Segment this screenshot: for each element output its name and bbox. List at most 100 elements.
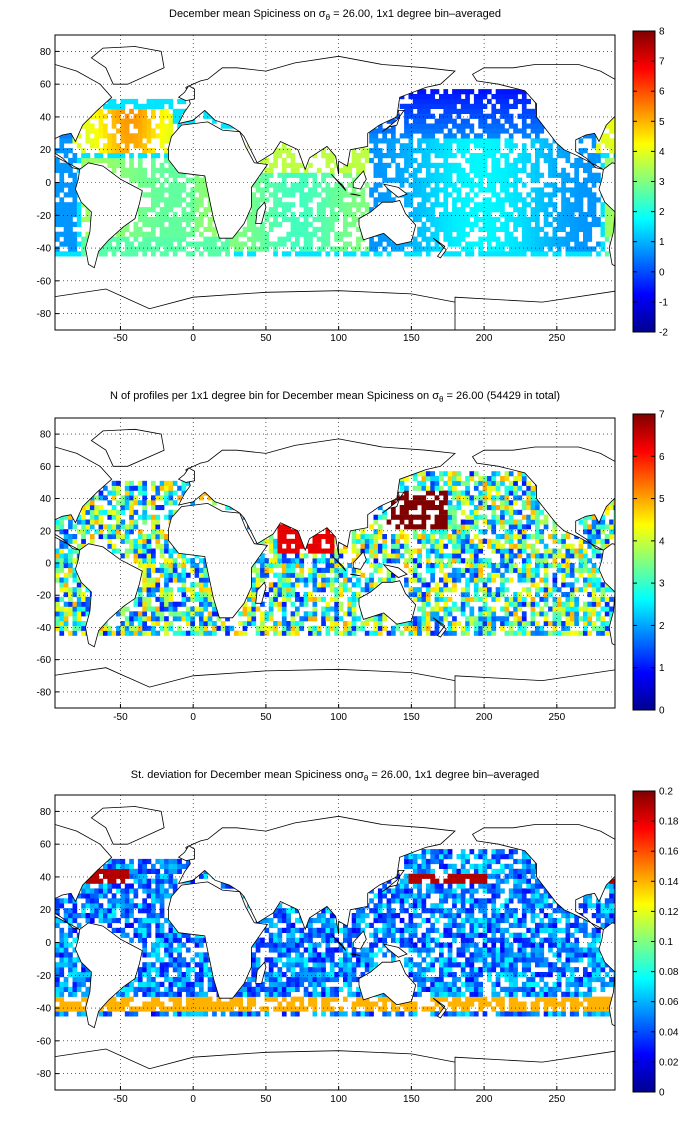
data-cell xyxy=(386,558,392,564)
data-cell xyxy=(264,611,270,617)
data-cell xyxy=(124,630,130,636)
data-cell xyxy=(181,485,187,491)
data-cell xyxy=(526,519,531,525)
data-cell xyxy=(133,221,139,227)
data-cell xyxy=(465,182,470,188)
data-cell xyxy=(513,495,518,501)
data-cell xyxy=(94,908,99,914)
data-cell xyxy=(535,625,540,631)
data-cell xyxy=(399,553,405,559)
data-cell xyxy=(334,548,339,554)
data-cell xyxy=(316,192,322,198)
data-cell xyxy=(465,563,470,569)
data-cell xyxy=(482,202,488,208)
data-cell xyxy=(242,625,248,631)
data-cell xyxy=(155,505,161,511)
data-cell xyxy=(356,538,361,544)
data-cell xyxy=(94,153,99,159)
data-cell xyxy=(281,572,287,578)
data-cell xyxy=(155,582,161,588)
data-cell xyxy=(382,577,387,583)
data-cell xyxy=(172,572,178,578)
data-cell xyxy=(569,246,575,252)
data-cell xyxy=(98,868,104,874)
data-cell xyxy=(469,563,475,569)
data-cell xyxy=(613,123,615,129)
data-cell xyxy=(478,621,483,627)
data-cell xyxy=(360,167,366,173)
data-cell xyxy=(107,630,113,636)
data-cell xyxy=(495,480,501,486)
data-cell xyxy=(299,251,305,257)
data-cell xyxy=(151,991,156,997)
data-cell xyxy=(59,582,65,588)
data-cell xyxy=(508,519,514,525)
data-cell xyxy=(59,952,65,958)
data-cell xyxy=(120,103,126,109)
data-cell xyxy=(473,587,479,593)
data-cell xyxy=(404,157,409,164)
data-cell xyxy=(369,133,374,139)
data-cell xyxy=(164,123,169,129)
map-plot-area xyxy=(55,418,615,708)
data-cell xyxy=(386,153,392,159)
data-cell xyxy=(421,182,427,188)
data-cell xyxy=(495,138,501,144)
data-cell xyxy=(116,157,121,164)
data-cell xyxy=(556,153,562,159)
data-cell xyxy=(465,543,470,549)
data-cell xyxy=(473,221,479,227)
data-cell xyxy=(473,471,479,477)
data-cell xyxy=(308,162,313,168)
data-cell xyxy=(583,563,588,569)
data-cell xyxy=(155,246,161,252)
data-cell xyxy=(351,538,357,544)
data-cell xyxy=(447,577,453,583)
data-cell xyxy=(478,514,483,520)
data-cell xyxy=(395,113,401,119)
data-cell xyxy=(76,1001,82,1007)
data-cell xyxy=(417,500,422,506)
data-cell xyxy=(434,98,440,105)
data-cell xyxy=(360,621,366,627)
data-cell xyxy=(417,621,422,627)
data-cell xyxy=(447,216,453,223)
data-cell xyxy=(364,543,370,549)
data-cell xyxy=(199,592,204,598)
data-cell xyxy=(59,587,65,593)
data-cell xyxy=(535,138,540,144)
data-cell xyxy=(59,251,65,257)
data-cell xyxy=(439,558,444,564)
data-cell xyxy=(124,616,130,622)
data-cell xyxy=(264,572,270,578)
data-cell xyxy=(439,548,444,554)
data-cell xyxy=(142,246,147,252)
data-cell xyxy=(107,500,113,506)
data-cell xyxy=(452,625,457,631)
data-cell xyxy=(421,192,427,198)
data-cell xyxy=(491,148,497,154)
data-cell xyxy=(373,187,379,193)
data-cell xyxy=(425,148,431,154)
data-cell xyxy=(142,553,147,559)
data-cell xyxy=(356,172,361,178)
colorbar-tick-label: 5 xyxy=(659,117,665,128)
data-cell xyxy=(286,192,291,198)
data-cell xyxy=(360,202,366,208)
data-cell xyxy=(111,108,117,114)
data-cell xyxy=(443,148,449,154)
data-cell xyxy=(151,553,156,559)
data-cell xyxy=(473,524,479,530)
data-cell xyxy=(508,133,514,139)
data-cell xyxy=(543,558,549,564)
data-cell xyxy=(260,567,265,573)
data-cell xyxy=(578,538,584,544)
data-cell xyxy=(63,898,69,904)
data-cell xyxy=(290,529,296,535)
data-cell xyxy=(482,148,488,154)
data-cell xyxy=(521,543,527,549)
data-cell xyxy=(456,128,462,134)
data-cell xyxy=(207,621,213,627)
data-cell xyxy=(137,216,143,223)
data-cell xyxy=(299,212,305,218)
